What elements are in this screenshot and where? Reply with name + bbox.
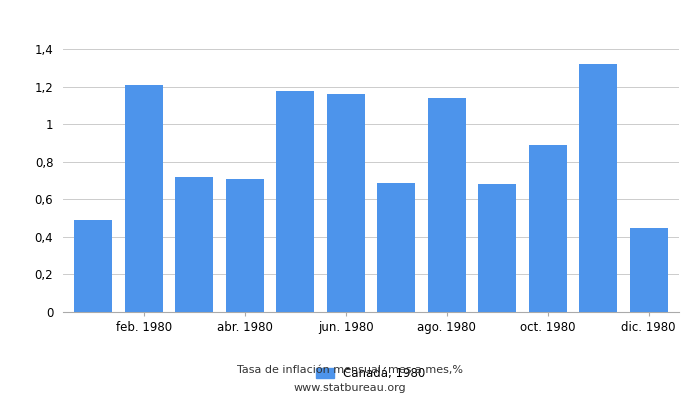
Text: www.statbureau.org: www.statbureau.org xyxy=(294,383,406,393)
Bar xyxy=(580,64,617,312)
Bar xyxy=(630,228,668,312)
Bar xyxy=(478,184,516,312)
Bar xyxy=(175,177,214,312)
Bar xyxy=(276,91,314,312)
Legend: Canadá, 1980: Canadá, 1980 xyxy=(316,367,426,380)
Bar xyxy=(377,182,415,312)
Bar xyxy=(125,85,162,312)
Text: Tasa de inflación mensual, mes a mes,%: Tasa de inflación mensual, mes a mes,% xyxy=(237,365,463,375)
Bar xyxy=(428,98,466,312)
Bar xyxy=(327,94,365,312)
Bar xyxy=(74,220,112,312)
Bar xyxy=(528,145,567,312)
Bar xyxy=(226,179,264,312)
